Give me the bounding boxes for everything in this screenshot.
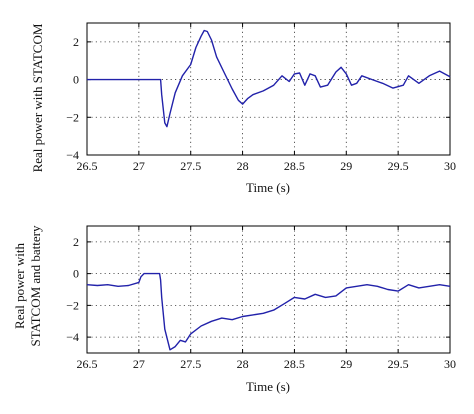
bottom-chart-y-tick-label: 0 [73,267,79,281]
top-chart-y-tick-label: 0 [73,73,79,87]
bottom-chart-panel: Real power with STATCOM and battery Time… [12,225,456,394]
top-chart-plot-frame [86,22,451,156]
bottom-chart-x-tick-label: 27.5 [180,357,201,371]
bottom-chart-y-axis-label-line-2: STATCOM and battery [28,225,43,346]
bottom-chart-x-tick-label: 29 [340,357,352,371]
top-chart-x-tick-label: 27 [133,159,145,173]
bottom-chart-x-axis-label: Time (s) [246,379,290,394]
bottom-chart-y-tick-label: 2 [73,235,79,249]
bottom-chart-x-tick-label: 30 [444,357,456,371]
bottom-chart-x-tick-label: 29.5 [388,357,409,371]
top-chart-y-tick-label: −4 [66,148,79,162]
top-chart-x-tick-label: 28 [237,159,249,173]
top-chart-series-line [87,29,451,128]
top-chart-x-axis-label: Time (s) [246,180,290,195]
bottom-chart-plot-frame [86,225,451,354]
top-chart-y-tick-label: −2 [66,110,79,124]
top-chart-x-tick-label: 29.5 [388,159,409,173]
bottom-chart-y-axis-label-line-1: Real power with [12,243,27,329]
bottom-chart-x-tick-label: 26.5 [77,357,98,371]
top-chart-panel: Real power with STATCOM Time (s) 26.5 27 2… [30,22,456,195]
bottom-chart-y-tick-label: −2 [66,298,79,312]
top-chart-x-tick-label: 29 [340,159,352,173]
top-chart-y-axis-label: Real power with STATCOM [30,23,45,172]
bottom-chart-x-tick-label: 28 [237,357,249,371]
top-chart-x-tick-label: 27.5 [180,159,201,173]
bottom-chart-y-tick-label: −4 [66,330,79,344]
bottom-chart-series-line [86,272,451,351]
top-chart-x-tick-label: 28.5 [284,159,305,173]
bottom-chart-x-tick-label: 28.5 [284,357,305,371]
top-chart-x-tick-label: 26.5 [77,159,98,173]
top-chart-x-tick-label: 30 [444,159,456,173]
bottom-chart-x-tick-label: 27 [133,357,145,371]
top-chart-y-tick-label: 2 [73,35,79,49]
